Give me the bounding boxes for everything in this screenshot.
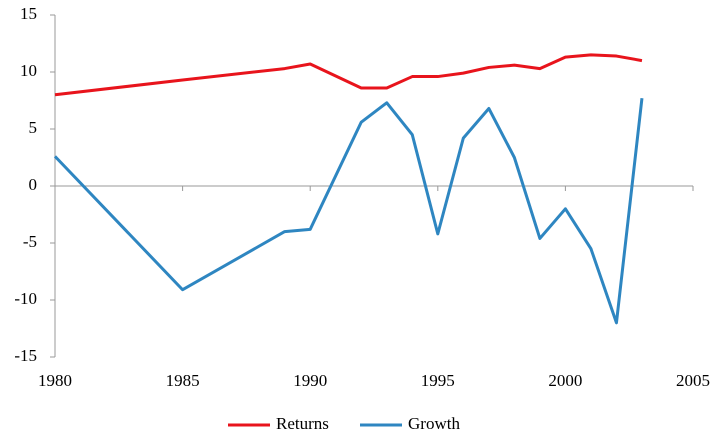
y-tick-label: -10 bbox=[14, 289, 37, 308]
y-tick-label: 0 bbox=[29, 175, 38, 194]
x-tick-label: 1980 bbox=[38, 371, 72, 390]
y-tick-label: 10 bbox=[20, 61, 37, 80]
x-tick-label: 2005 bbox=[676, 371, 710, 390]
x-tick-label: 1990 bbox=[293, 371, 327, 390]
legend-label: Growth bbox=[408, 414, 460, 433]
line bbox=[54, 53, 643, 97]
y-tick-label: -5 bbox=[23, 232, 37, 251]
y-tick-label: 5 bbox=[29, 118, 38, 137]
x-tick-label: 1995 bbox=[421, 371, 455, 390]
y-tick-label: 15 bbox=[20, 4, 37, 23]
legend-label: Returns bbox=[276, 414, 329, 433]
x-tick-label: 1985 bbox=[166, 371, 200, 390]
line bbox=[53, 98, 644, 325]
x-tick-label: 2000 bbox=[548, 371, 582, 390]
y-tick-label: -15 bbox=[14, 346, 37, 365]
